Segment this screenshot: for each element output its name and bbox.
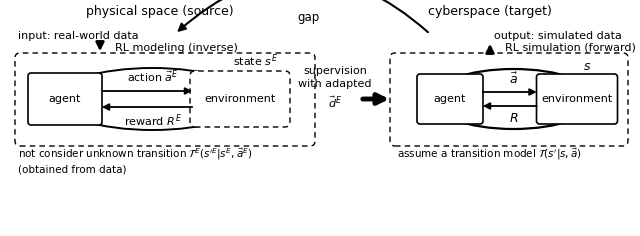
Text: reward $R^E$: reward $R^E$ (124, 113, 182, 129)
FancyBboxPatch shape (28, 73, 102, 125)
Text: environment: environment (204, 94, 276, 104)
Text: agent: agent (49, 94, 81, 104)
Text: output: simulated data: output: simulated data (494, 31, 622, 41)
Text: gap: gap (297, 12, 319, 25)
Text: RL simulation (forward): RL simulation (forward) (505, 43, 636, 53)
FancyBboxPatch shape (390, 53, 628, 146)
Text: $\vec{a}$: $\vec{a}$ (509, 71, 518, 87)
Text: supervision
with adapted
$\vec{d}^E$: supervision with adapted $\vec{d}^E$ (298, 66, 372, 110)
FancyBboxPatch shape (536, 74, 618, 124)
FancyBboxPatch shape (15, 53, 315, 146)
Text: cyberspace (target): cyberspace (target) (428, 4, 552, 17)
Text: $R$: $R$ (509, 113, 518, 126)
Text: action $\vec{a}^E$: action $\vec{a}^E$ (127, 69, 179, 85)
Text: state $s^E$: state $s^E$ (232, 53, 277, 69)
FancyBboxPatch shape (417, 74, 483, 124)
Text: not consider unknown transition $\mathcal{T}^E(s'^E|s^E, \vec{a}^E)$: not consider unknown transition $\mathca… (18, 146, 252, 162)
Text: environment: environment (541, 94, 612, 104)
Text: input: real-world data: input: real-world data (18, 31, 139, 41)
Text: $s$: $s$ (583, 59, 591, 72)
Text: RL modeling (inverse): RL modeling (inverse) (115, 43, 238, 53)
Text: physical space (source): physical space (source) (86, 4, 234, 17)
Text: agent: agent (434, 94, 466, 104)
FancyBboxPatch shape (190, 71, 290, 127)
Text: assume a transition model $\mathcal{T}(s'|s, \vec{a})$: assume a transition model $\mathcal{T}(s… (397, 146, 582, 162)
Text: (obtained from data): (obtained from data) (18, 165, 127, 175)
